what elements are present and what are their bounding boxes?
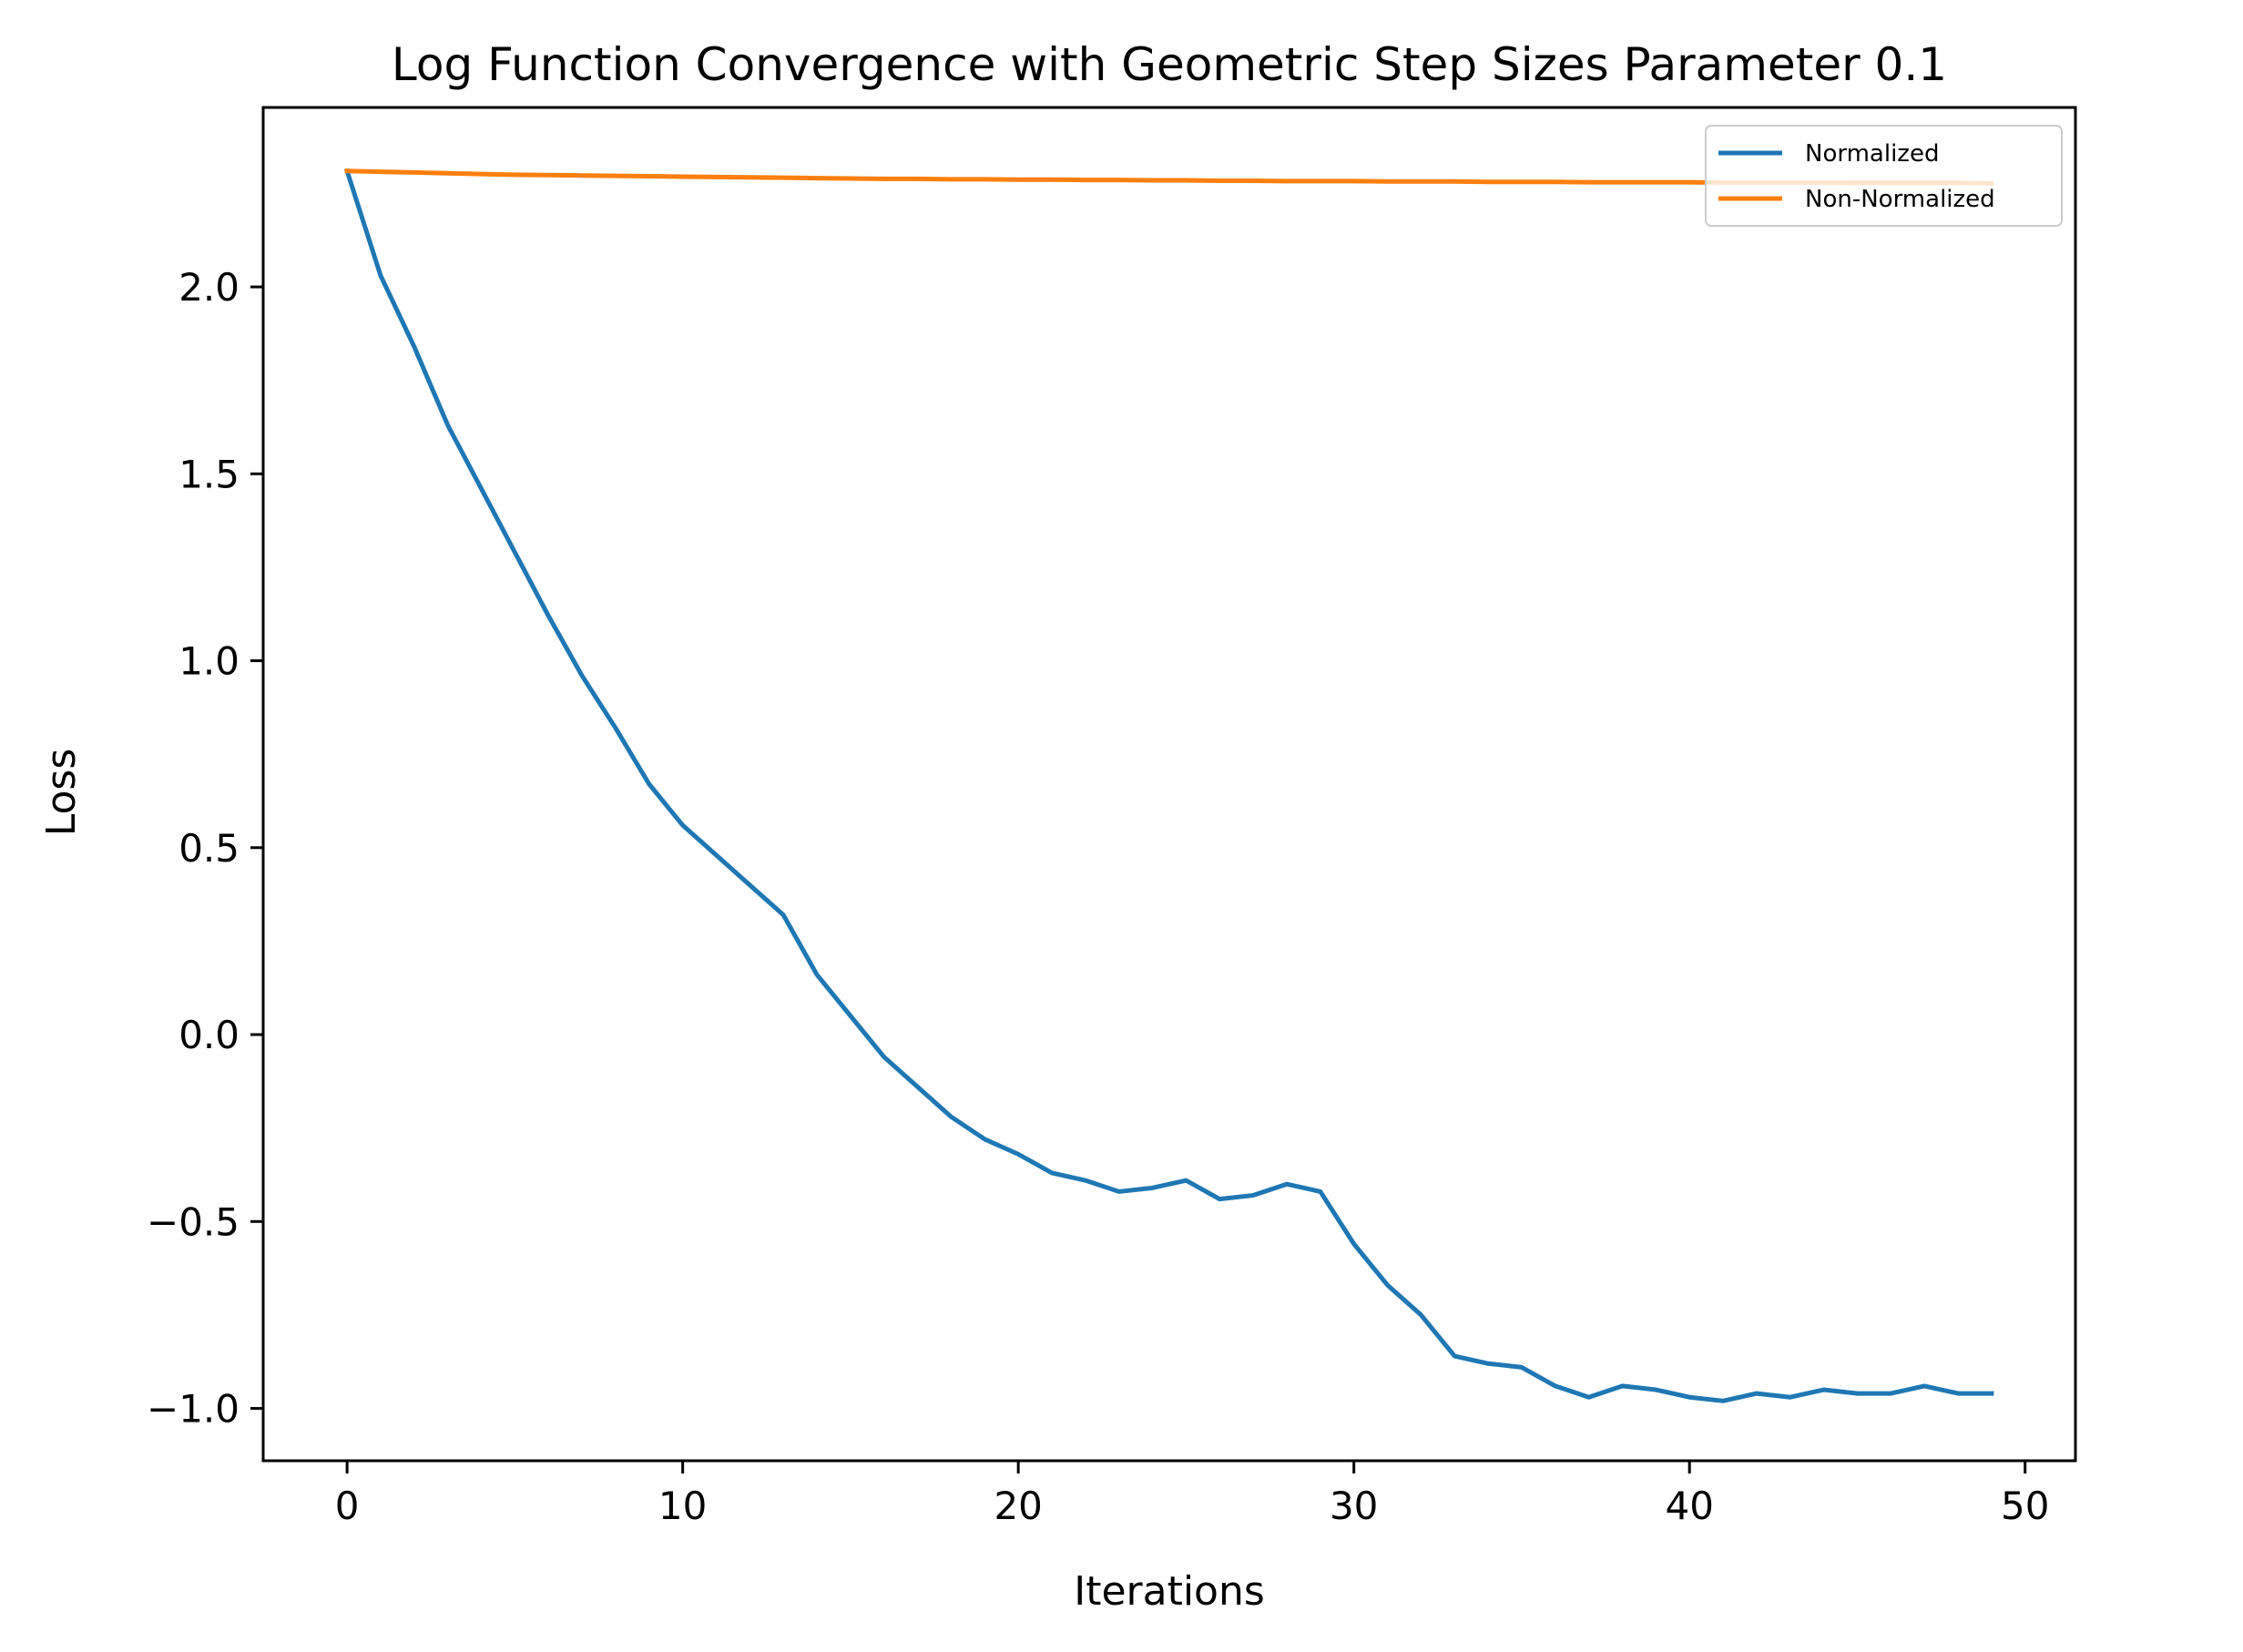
x-axis-ticks: 0 10 20 30 40 50	[335, 1461, 2049, 1528]
plot-area: 0 10 20 30 40 50 −1.0 −0.5 0.0 0.5 1.0 1.5 2.0	[147, 106, 2077, 1528]
y-tick-label: −0.5	[147, 1199, 240, 1244]
x-tick-label: 40	[1665, 1484, 1713, 1528]
y-axis-label: Loss	[38, 749, 85, 837]
x-tick-label: 50	[2001, 1484, 2049, 1528]
x-tick-label: 0	[335, 1484, 360, 1528]
axes-frame	[261, 106, 2077, 1463]
legend-label: Normalized	[1805, 140, 1939, 168]
legend: Normalized Non-Normalized	[1705, 125, 2063, 227]
legend-label: Non-Normalized	[1805, 186, 1995, 213]
y-tick-label: 2.0	[178, 265, 240, 310]
legend-box	[1705, 125, 2063, 227]
x-tick-label: 20	[994, 1484, 1042, 1528]
y-tick-label: 1.0	[178, 639, 240, 684]
y-tick-label: 0.0	[178, 1013, 240, 1057]
y-tick-label: −1.0	[147, 1387, 240, 1432]
x-tick-label: 30	[1330, 1484, 1378, 1528]
y-tick-label: 1.5	[178, 452, 240, 496]
chart-title: Log Function Convergence with Geometric …	[392, 38, 1947, 91]
x-axis-label: Iterations	[1074, 1568, 1265, 1615]
y-axis-ticks: −1.0 −0.5 0.0 0.5 1.0 1.5 2.0	[147, 265, 263, 1432]
series-line-normalized	[343, 168, 1994, 1403]
x-tick-label: 10	[658, 1484, 707, 1528]
y-tick-label: 0.5	[178, 826, 240, 871]
